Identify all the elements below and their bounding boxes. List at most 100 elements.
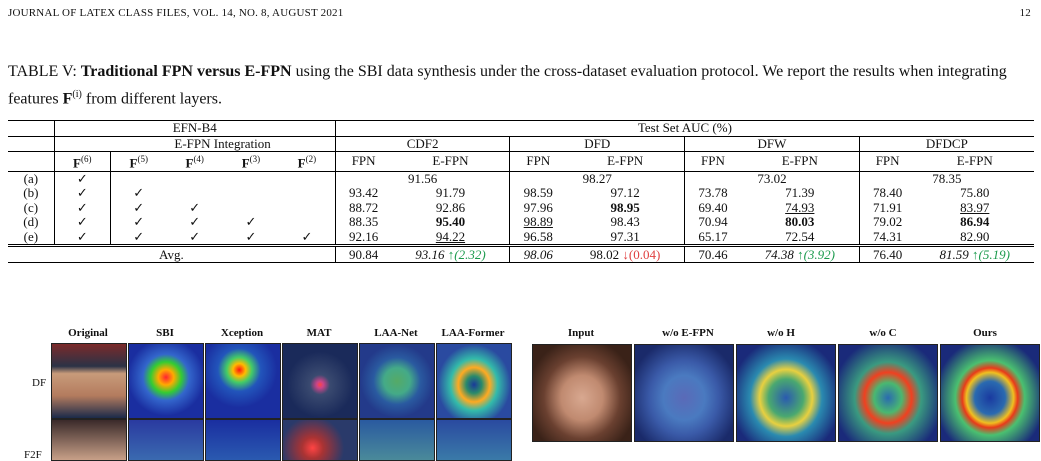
col-fpn: FPN — [684, 151, 741, 172]
caption-text: using the SBI data synthesis under the c… — [8, 63, 1007, 108]
heatmap-image — [128, 419, 204, 461]
cell: 70.46 — [684, 244, 741, 264]
cell: 86.94 — [960, 214, 990, 230]
heatmap-image — [128, 343, 204, 419]
header-testset: Test Set AUC (%) — [334, 120, 1034, 136]
face-image — [532, 344, 632, 442]
cell: 83.97 — [960, 199, 990, 215]
cell: 93.42 — [334, 186, 392, 201]
heatmap-image — [359, 343, 435, 419]
cell: 97.96 — [509, 200, 567, 216]
cell: 92.86 — [435, 199, 466, 215]
cell: 93.16 ↑(2.32) — [391, 244, 510, 264]
header-backbone: EFN-B4 — [53, 120, 336, 136]
col-fpn: FPN — [858, 151, 916, 172]
cell: 98.43 — [610, 214, 640, 230]
cell: 80.03 — [785, 214, 815, 230]
col-fpn: FPN — [509, 151, 567, 172]
cell: 92.16 — [334, 229, 392, 246]
col-efpn: E-FPN — [740, 151, 860, 172]
header-dfw: DFW — [684, 135, 860, 152]
face-image — [51, 343, 127, 419]
cell: 97.31 — [610, 228, 640, 244]
heatmap-image — [838, 344, 938, 442]
cell: 91.79 — [435, 185, 466, 201]
cell: 90.84 — [334, 244, 392, 264]
table-caption: TABLE V: Traditional FPN versus E-FPN us… — [8, 60, 1034, 110]
table-row: (b) ✓ ✓ 93.42 91.79 98.59 97.12 73.78 71.… — [8, 186, 1034, 201]
cell: 74.38 ↑(3.92) — [740, 244, 860, 264]
cell: 88.35 — [334, 215, 392, 230]
col-f5: F(5) — [109, 151, 167, 172]
cell: 97.12 — [610, 185, 640, 201]
fig-col-title: Ours — [973, 327, 997, 339]
fig-col-title: LAA-Net — [374, 327, 418, 339]
cell: 65.17 — [684, 229, 741, 246]
fig-col-title: LAA-Former — [441, 327, 505, 339]
heatmap-image — [436, 343, 512, 419]
cell: 98.59 — [509, 186, 567, 201]
col-efpn: E-FPN — [566, 151, 685, 172]
row-id: (e) — [23, 228, 39, 244]
header-cdf2: CDF2 — [334, 135, 510, 152]
caption-bold: Traditional FPN versus E-FPN — [80, 63, 292, 80]
cell: 81.59 ↑(5.19) — [915, 244, 1034, 264]
cell: 96.58 — [509, 229, 567, 246]
col-f3: F(3) — [222, 151, 280, 172]
cell: 71.91 — [858, 200, 916, 216]
fig-col-title: Original — [68, 327, 108, 339]
cell: 91.56 — [334, 170, 510, 187]
avg-row: Avg. 90.84 93.16 ↑(2.32) 98.06 98.02 ↓(0… — [8, 244, 1034, 264]
cell: 88.72 — [334, 200, 392, 216]
fig-col-title: w/o C — [869, 327, 897, 339]
heatmap-image — [940, 344, 1040, 442]
fig-row-label: DF — [32, 377, 47, 389]
page-number: 12 — [1019, 7, 1031, 19]
caption-feature: F — [62, 90, 73, 108]
header-dfdcp: DFDCP — [858, 135, 1034, 152]
caption-tail: from different layers. — [81, 90, 222, 108]
caption-sup: (i) — [72, 89, 82, 100]
cell: 73.78 — [684, 186, 741, 201]
cell: 73.02 — [684, 170, 860, 187]
cell: 94.22 — [435, 228, 466, 244]
cell: 98.89 — [509, 215, 567, 230]
cell: 76.40 — [858, 244, 916, 264]
face-image — [51, 419, 127, 461]
cell: 95.40 — [435, 214, 466, 230]
heatmap-image — [282, 419, 358, 461]
fig-col-title: w/o E-FPN — [662, 327, 714, 339]
cell: 98.27 — [509, 170, 685, 187]
col-efpn: E-FPN — [391, 151, 510, 172]
heatmap-image — [205, 343, 281, 419]
fig-row-label: F2F — [24, 449, 42, 461]
heatmap-image — [634, 344, 734, 442]
cell: 98.06 — [509, 244, 567, 264]
cell: 98.02 ↓(0.04) — [566, 244, 685, 264]
cell: 70.94 — [684, 215, 741, 230]
col-fpn: FPN — [334, 151, 392, 172]
col-f4: F(4) — [166, 151, 223, 172]
cell: 74.93 — [785, 199, 815, 215]
table-row: (c) ✓ ✓ ✓ 88.72 92.86 97.96 98.95 69.40 74… — [8, 199, 1034, 216]
cell: 69.40 — [684, 200, 741, 216]
results-table: EFN-B4 Test Set AUC (%) E-FPN Integratio… — [8, 120, 1034, 264]
heatmap-image — [205, 419, 281, 461]
cell: 71.39 — [785, 185, 815, 201]
heatmap-image — [282, 343, 358, 419]
cell: 72.54 — [785, 228, 815, 244]
header-dfd: DFD — [509, 135, 685, 152]
col-f2: F(2) — [279, 151, 336, 172]
caption-label: TABLE V: — [8, 63, 81, 80]
cell: 74.31 — [858, 229, 916, 246]
cell: 82.90 — [960, 228, 990, 244]
row-id: (b) — [23, 185, 39, 201]
fig-col-title: SBI — [156, 327, 174, 339]
heatmap-image — [736, 344, 836, 442]
fig-col-title: Xception — [220, 327, 264, 339]
cell: 98.95 — [610, 199, 640, 215]
table-row: (e) ✓ ✓ ✓ ✓ ✓ 92.16 94.22 96.58 97.31 65.17 … — [8, 228, 1034, 246]
col-f6: F(6) — [53, 151, 111, 172]
col-efpn: E-FPN — [915, 151, 1034, 172]
fig-col-title: w/o H — [767, 327, 795, 339]
